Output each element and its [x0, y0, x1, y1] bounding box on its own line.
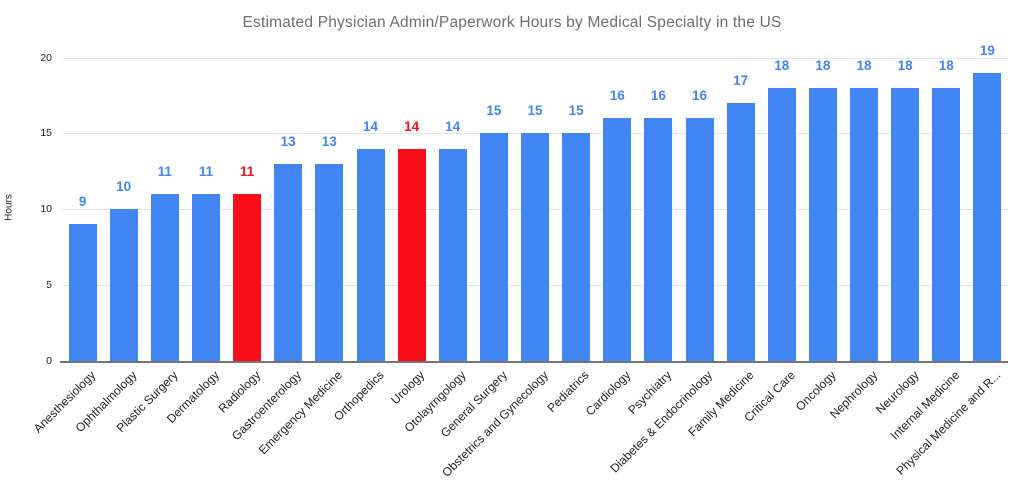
bar-value-label: 13: [280, 133, 296, 149]
bar-emergency-medicine: [315, 163, 344, 361]
bar-critical-care: [767, 87, 796, 361]
bar-value-label: 10: [116, 179, 132, 195]
bar-oncology: [808, 87, 837, 361]
bar-plastic-surgery: [150, 194, 179, 361]
bar-value-label: 14: [362, 118, 379, 134]
bar-urology: [397, 148, 426, 361]
bar-otolayrngology: [438, 148, 467, 361]
bar-pediatrics: [562, 133, 591, 361]
bar-value-label: 18: [774, 57, 790, 73]
bar-family-medicine: [726, 103, 755, 361]
bar-value-label: 19: [979, 42, 995, 58]
bar-gastroenterology: [274, 163, 303, 361]
bar-value-label: 13: [321, 133, 337, 149]
bar-value-label: 14: [404, 118, 420, 134]
x-axis-label: Urology: [388, 368, 428, 408]
bar-orthopedics: [356, 148, 385, 361]
bar-value-label: 11: [198, 164, 214, 180]
bar-internal-medicine: [932, 87, 961, 361]
x-axis-label: Cardiology: [582, 368, 634, 419]
bar-value-label: 18: [815, 57, 831, 73]
y-tick-label: 20: [40, 51, 52, 64]
bar-value-label: 11: [239, 164, 255, 180]
bar-cardiology: [603, 118, 632, 361]
bar-psychiatry: [644, 118, 673, 361]
bar-value-label: 9: [78, 194, 87, 210]
bar-obstetrics-and-gynecology: [521, 133, 549, 361]
bar-physical-medicine-and-r: [973, 72, 1002, 361]
y-tick-label: 10: [40, 203, 52, 216]
y-axis-title: Hours: [3, 194, 15, 221]
bar-value-label: 15: [486, 103, 502, 119]
y-tick-label: 5: [46, 279, 52, 292]
gridline: [62, 57, 1008, 59]
bar-value-label: 15: [568, 103, 584, 119]
bar-nephrology: [850, 87, 878, 361]
bar-radiology: [233, 194, 262, 361]
bar-ophthalmology: [109, 209, 138, 362]
bar-neurology: [891, 87, 920, 361]
bar-value-label: 16: [691, 88, 708, 104]
chart-title: Estimated Physician Admin/Paperwork Hour…: [242, 14, 782, 31]
bar-value-label: 11: [157, 164, 172, 180]
bar-value-label: 18: [856, 57, 872, 73]
bar-value-label: 17: [733, 73, 749, 88]
bar-dermatology: [192, 194, 220, 361]
bar-diabetes-endocrinology: [685, 118, 714, 361]
bar-value-label: 15: [527, 103, 543, 119]
bar-general-surgery: [479, 133, 508, 361]
bar-value-label: 18: [897, 57, 913, 73]
bar-anesthesiology: [68, 224, 97, 361]
bar-value-label: 16: [609, 88, 625, 104]
bar-value-label: 14: [445, 118, 461, 134]
bar-value-label: 16: [650, 88, 666, 104]
y-tick-label: 0: [46, 355, 52, 367]
y-tick-label: 15: [40, 127, 52, 140]
x-axis-line: [60, 361, 1008, 363]
bar-value-label: 18: [938, 57, 954, 73]
